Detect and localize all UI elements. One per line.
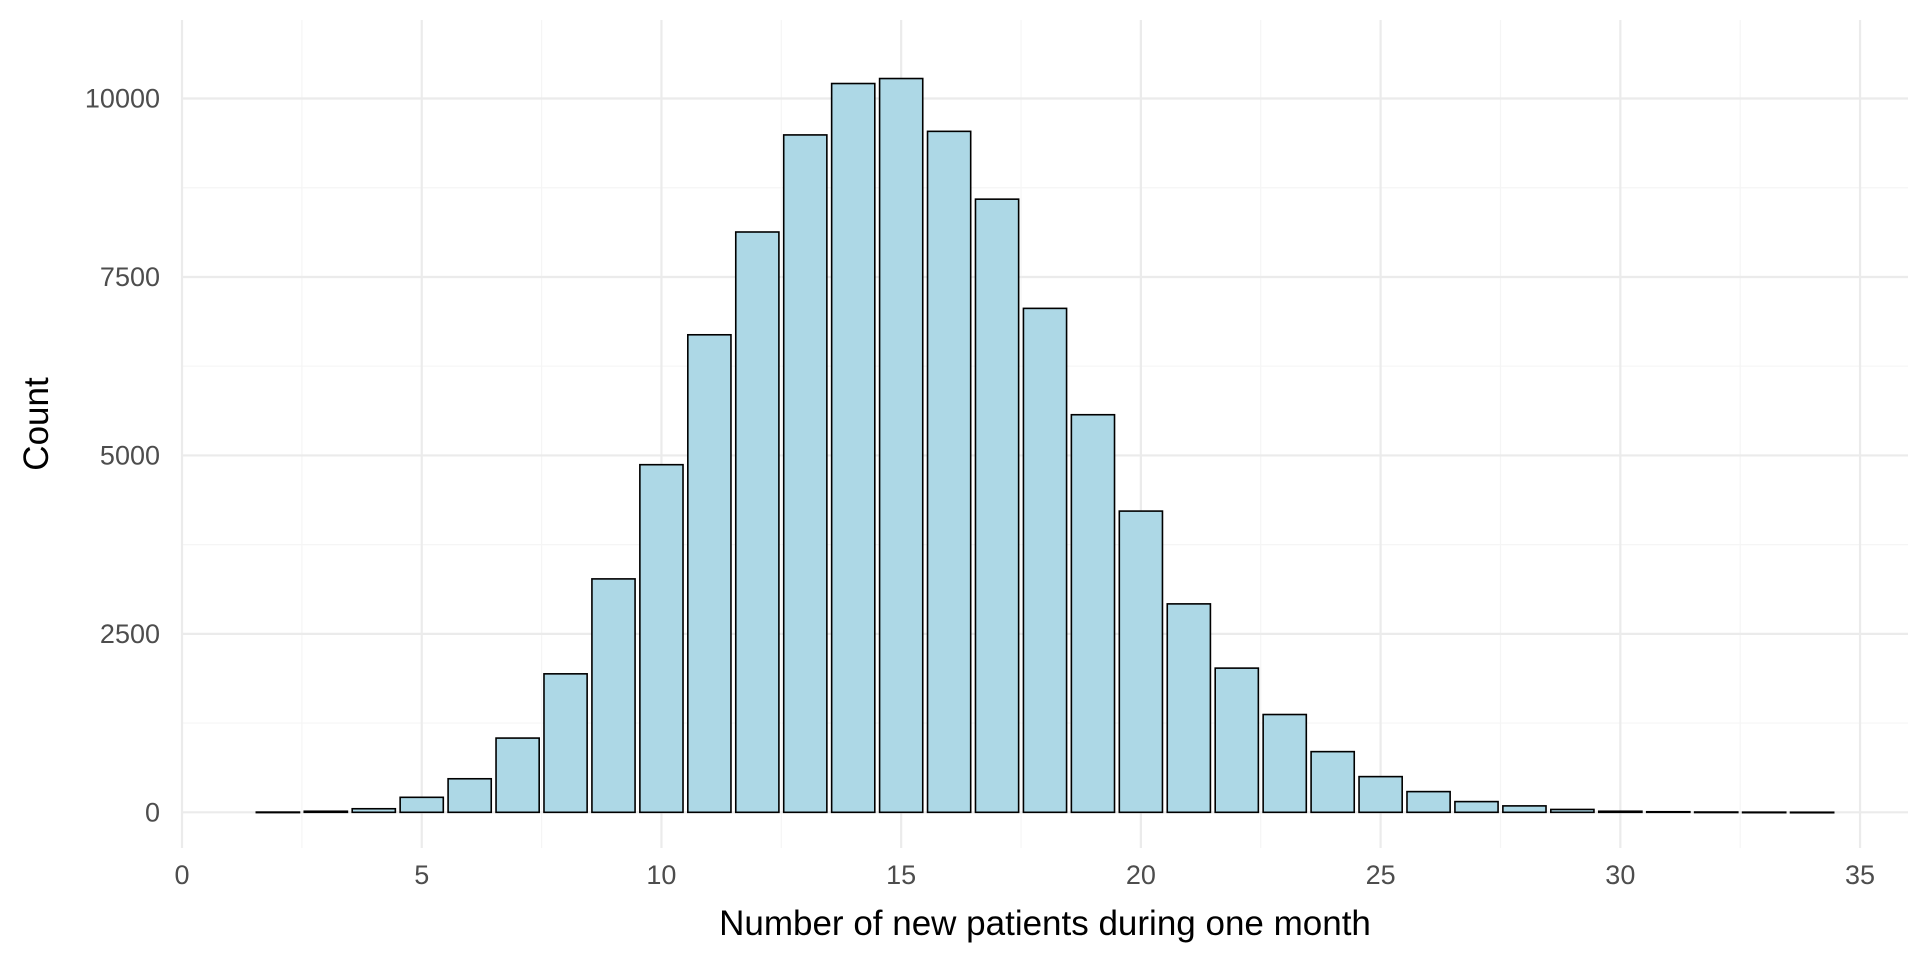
x-tick-label: 0: [174, 860, 189, 890]
x-tick-label: 30: [1605, 860, 1635, 890]
bar-9: [591, 578, 636, 814]
x-tick-label: 20: [1126, 860, 1156, 890]
bar-5: [399, 796, 445, 814]
bar-29: [1550, 808, 1595, 814]
bar-27: [1454, 800, 1499, 814]
x-tick-label: 35: [1845, 860, 1875, 890]
bar-21: [1166, 603, 1212, 814]
x-tick-label: 25: [1366, 860, 1396, 890]
bar-30: [1597, 810, 1643, 814]
y-tick-labels: 0 2500 5000 7500 10000: [85, 84, 160, 828]
bar-19: [1070, 413, 1116, 814]
bar-16: [926, 130, 972, 814]
bar-20: [1118, 510, 1164, 814]
bar-12: [734, 231, 780, 814]
bar-14: [830, 82, 876, 814]
y-tick-label: 5000: [100, 440, 160, 470]
bar-4: [351, 807, 397, 814]
x-tick-label: 15: [886, 860, 916, 890]
bar-24: [1310, 750, 1356, 814]
y-tick-label: 7500: [100, 262, 160, 292]
bar-32: [1693, 811, 1739, 814]
bar-17: [974, 198, 1020, 814]
bar-11: [687, 333, 732, 814]
bar-10: [639, 463, 684, 814]
x-tick-labels: 0 5 10 15 20 25 30 35: [174, 860, 1875, 890]
y-axis-title: Count: [17, 377, 56, 471]
bar-33: [1741, 811, 1787, 814]
bar-3: [303, 810, 349, 814]
bar-7: [495, 737, 540, 814]
x-tick-label: 5: [414, 860, 429, 890]
bar-26: [1406, 790, 1451, 814]
y-tick-label: 0: [145, 797, 160, 827]
x-axis-title: Number of new patients during one month: [719, 904, 1371, 943]
bar-28: [1502, 805, 1547, 814]
bar-13: [782, 134, 828, 814]
bar-18: [1022, 307, 1068, 814]
bar-2: [255, 811, 301, 814]
bars: [255, 77, 1835, 814]
bar-8: [543, 673, 588, 814]
bar-22: [1214, 667, 1260, 814]
y-tick-label: 10000: [85, 84, 160, 114]
x-tick-label: 10: [646, 860, 676, 890]
bar-15: [878, 77, 924, 814]
bar-23: [1262, 713, 1308, 814]
bar-6: [447, 777, 493, 814]
bar-31: [1645, 810, 1691, 814]
bar-25: [1358, 775, 1403, 814]
bar-34: [1789, 811, 1835, 814]
y-tick-label: 2500: [100, 619, 160, 649]
